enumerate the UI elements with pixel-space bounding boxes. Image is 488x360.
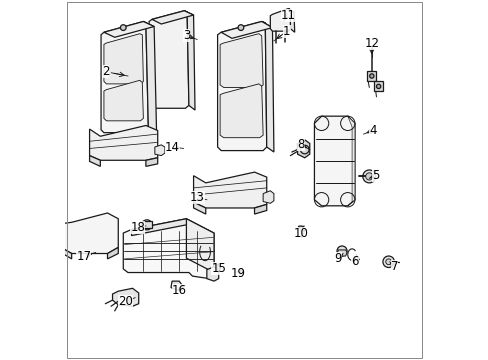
Polygon shape [217, 22, 266, 150]
Text: 17: 17 [76, 249, 91, 262]
Polygon shape [347, 116, 354, 206]
Circle shape [120, 25, 126, 31]
Text: 12: 12 [364, 36, 379, 50]
Circle shape [365, 173, 372, 180]
Polygon shape [107, 247, 118, 259]
Text: 19: 19 [230, 267, 245, 280]
Polygon shape [104, 22, 154, 37]
Polygon shape [220, 34, 263, 87]
Polygon shape [104, 34, 143, 84]
Polygon shape [152, 11, 193, 24]
Circle shape [336, 246, 346, 256]
Polygon shape [220, 84, 263, 138]
Polygon shape [155, 145, 164, 156]
Text: 13: 13 [189, 191, 204, 204]
Polygon shape [89, 126, 158, 160]
Text: 9: 9 [334, 252, 342, 265]
Polygon shape [61, 213, 118, 253]
Circle shape [369, 74, 373, 78]
Text: 7: 7 [390, 260, 397, 273]
Polygon shape [270, 9, 290, 31]
Circle shape [212, 264, 220, 271]
Polygon shape [221, 22, 272, 39]
Text: 4: 4 [368, 124, 376, 137]
Polygon shape [112, 288, 139, 306]
Polygon shape [261, 22, 273, 152]
Polygon shape [149, 11, 188, 108]
Text: 16: 16 [171, 284, 186, 297]
Text: 5: 5 [371, 169, 378, 182]
Circle shape [376, 84, 380, 89]
Polygon shape [336, 250, 346, 256]
Circle shape [238, 25, 244, 31]
Text: 11: 11 [280, 9, 295, 22]
Text: 6: 6 [350, 255, 358, 268]
Polygon shape [89, 156, 100, 166]
Circle shape [385, 259, 391, 265]
Polygon shape [254, 204, 266, 214]
Polygon shape [101, 22, 148, 133]
Text: 1: 1 [283, 25, 290, 38]
Text: 8: 8 [297, 138, 304, 151]
Polygon shape [297, 140, 309, 158]
Polygon shape [206, 267, 218, 281]
Polygon shape [193, 202, 205, 214]
Text: 18: 18 [130, 221, 145, 234]
Text: 10: 10 [293, 226, 308, 239]
Polygon shape [123, 219, 214, 279]
Polygon shape [193, 172, 266, 208]
Polygon shape [143, 22, 156, 135]
Text: 3: 3 [183, 29, 190, 42]
Polygon shape [171, 281, 182, 291]
Bar [142, 221, 151, 228]
Polygon shape [61, 247, 72, 259]
Circle shape [142, 220, 152, 230]
Polygon shape [145, 158, 158, 166]
Polygon shape [314, 116, 354, 206]
Polygon shape [104, 80, 143, 121]
Text: 14: 14 [164, 140, 179, 153]
Text: 2: 2 [102, 65, 109, 78]
Bar [373, 81, 382, 91]
Text: 20: 20 [118, 296, 133, 309]
Bar [366, 71, 376, 81]
Polygon shape [131, 219, 186, 235]
Circle shape [382, 256, 394, 267]
Polygon shape [184, 11, 195, 110]
Polygon shape [287, 9, 294, 32]
Polygon shape [186, 219, 214, 273]
Text: 15: 15 [211, 262, 225, 275]
Polygon shape [263, 191, 273, 203]
Circle shape [362, 170, 375, 183]
